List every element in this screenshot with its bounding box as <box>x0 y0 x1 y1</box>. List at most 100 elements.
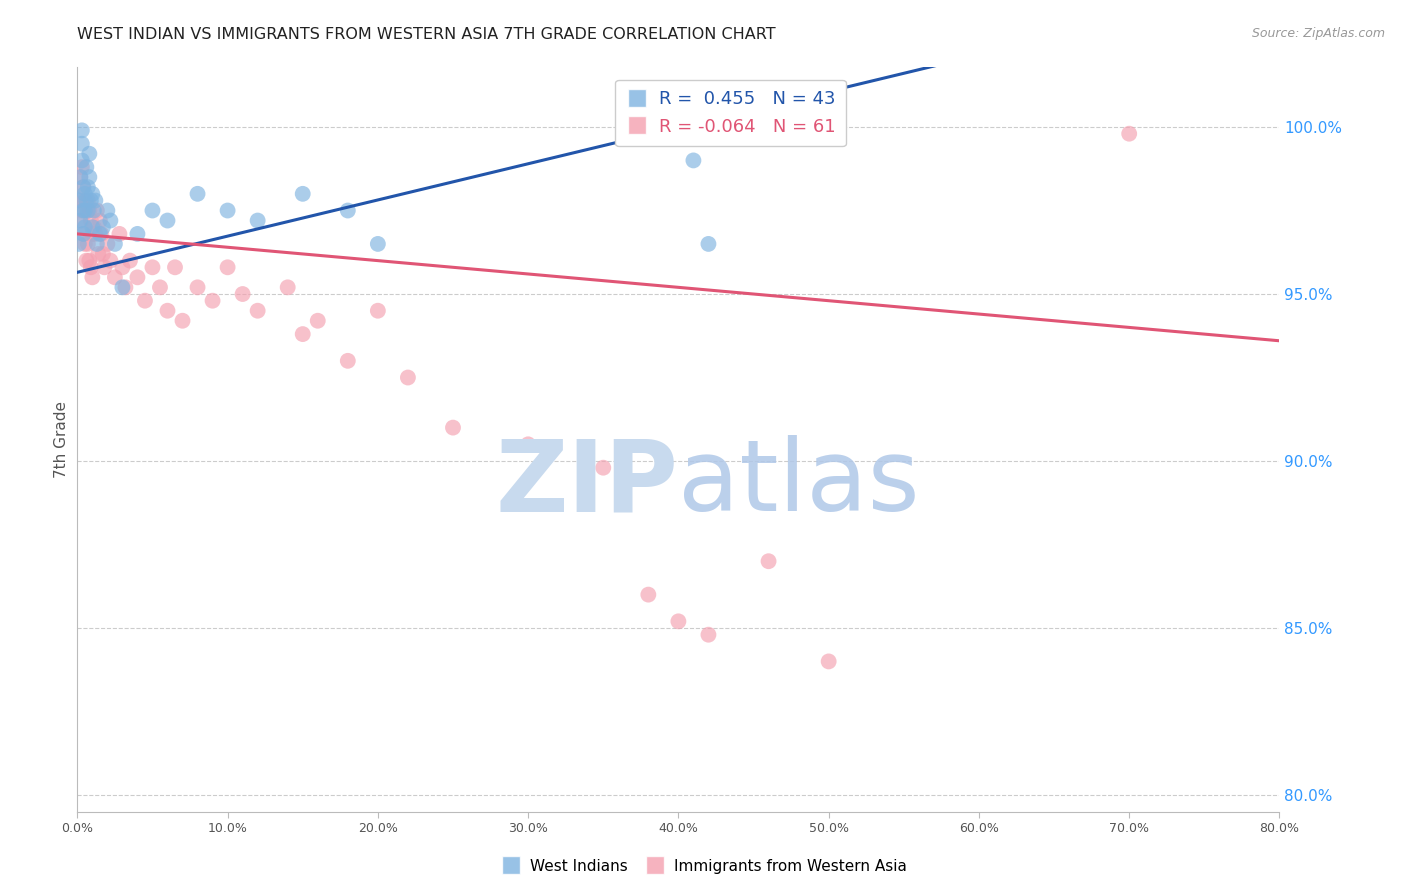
Text: ZIP: ZIP <box>495 435 679 533</box>
Point <box>141 203 163 218</box>
Point <box>90 227 112 241</box>
Point <box>76 203 98 218</box>
Point <box>69 203 91 218</box>
Point <box>73 220 96 235</box>
Point <box>246 213 269 227</box>
Point <box>76 194 98 208</box>
Point <box>307 314 329 328</box>
Y-axis label: 7th Grade: 7th Grade <box>53 401 69 478</box>
Text: atlas: atlas <box>679 435 920 533</box>
Point <box>108 227 131 241</box>
Point <box>75 194 97 208</box>
Point <box>682 153 704 168</box>
Point <box>336 354 359 368</box>
Point <box>91 247 114 261</box>
Point <box>73 194 96 208</box>
Point <box>111 280 134 294</box>
Point <box>82 220 104 235</box>
Point <box>84 227 107 241</box>
Point <box>817 655 839 669</box>
Point <box>86 236 108 251</box>
Point <box>637 588 659 602</box>
Point <box>80 194 103 208</box>
Point <box>70 160 93 174</box>
Point <box>697 628 720 642</box>
Point <box>70 153 93 168</box>
Point <box>592 460 614 475</box>
Point <box>75 253 97 268</box>
Point <box>67 194 90 208</box>
Point <box>79 253 101 268</box>
Point <box>76 180 98 194</box>
Point <box>69 213 91 227</box>
Point <box>67 236 90 251</box>
Point <box>80 260 103 275</box>
Point <box>100 253 122 268</box>
Point <box>73 236 96 251</box>
Point <box>758 554 780 568</box>
Point <box>76 236 98 251</box>
Point <box>82 227 104 241</box>
Point <box>441 420 464 434</box>
Point <box>89 213 111 227</box>
Point <box>75 160 97 174</box>
Point <box>82 186 104 201</box>
Point <box>291 327 314 342</box>
Point <box>156 303 179 318</box>
Point <box>149 280 172 294</box>
Point <box>70 136 93 151</box>
Point <box>114 280 136 294</box>
Point <box>127 227 149 241</box>
Point <box>96 203 118 218</box>
Point <box>291 186 314 201</box>
Point <box>96 236 118 251</box>
Point <box>75 203 97 218</box>
Point <box>277 280 299 294</box>
Point <box>91 220 114 235</box>
Point <box>201 293 224 308</box>
Point <box>86 203 108 218</box>
Point <box>79 203 101 218</box>
Point <box>134 293 156 308</box>
Point <box>93 260 115 275</box>
Point <box>172 314 194 328</box>
Legend: West Indians, Immigrants from Western Asia: West Indians, Immigrants from Western As… <box>494 853 912 880</box>
Point <box>104 236 127 251</box>
Point <box>517 437 540 451</box>
Point <box>72 227 94 241</box>
Point <box>73 186 96 201</box>
Point <box>100 213 122 227</box>
Point <box>232 287 254 301</box>
Point <box>83 203 105 218</box>
Point <box>87 247 110 261</box>
Point <box>621 123 644 137</box>
Legend: R =  0.455   N = 43, R = -0.064   N = 61: R = 0.455 N = 43, R = -0.064 N = 61 <box>616 79 846 146</box>
Text: Source: ZipAtlas.com: Source: ZipAtlas.com <box>1251 27 1385 40</box>
Point <box>246 303 269 318</box>
Point <box>127 270 149 285</box>
Point <box>217 203 239 218</box>
Point <box>1118 127 1140 141</box>
Point <box>217 260 239 275</box>
Point <box>72 203 94 218</box>
Point <box>141 260 163 275</box>
Point <box>69 170 91 185</box>
Point <box>70 213 93 227</box>
Point <box>79 146 101 161</box>
Point <box>367 236 389 251</box>
Point <box>396 370 419 384</box>
Point <box>67 194 90 208</box>
Point <box>73 203 96 218</box>
Point <box>82 270 104 285</box>
Point <box>156 213 179 227</box>
Point <box>187 186 209 201</box>
Point <box>84 194 107 208</box>
Point <box>118 253 141 268</box>
Point <box>79 170 101 185</box>
Point <box>72 227 94 241</box>
Point <box>187 280 209 294</box>
Point <box>70 123 93 137</box>
Point <box>163 260 186 275</box>
Point <box>72 180 94 194</box>
Point <box>367 303 389 318</box>
